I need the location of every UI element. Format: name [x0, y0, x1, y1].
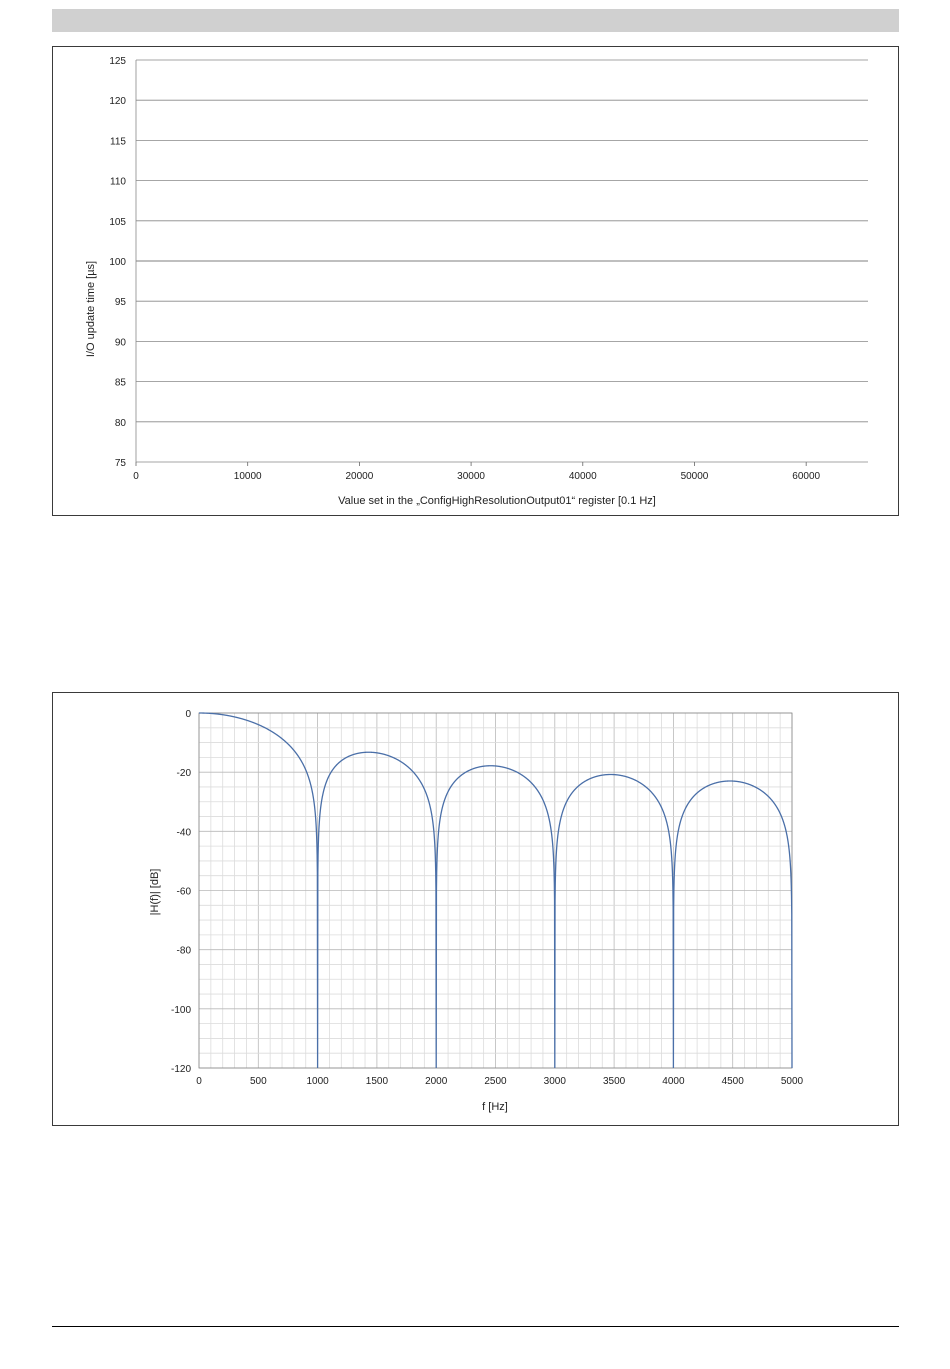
footer-rule	[52, 1326, 899, 1327]
y-tick-label: -60	[177, 887, 192, 898]
x-tick-label: 5000	[781, 1076, 804, 1087]
gridlines	[198, 712, 793, 1069]
x-tick-label: 4500	[722, 1076, 745, 1087]
x-tick-label: 50000	[681, 471, 709, 482]
x-tick-label: 0	[133, 471, 139, 482]
y-tick-label: 0	[185, 709, 191, 720]
x-tick-label: 1500	[366, 1076, 389, 1087]
x-tick-label: 0	[196, 1076, 202, 1087]
axis-tick-labels: 75 80 85 90 95 100 105 110 115 120 125 0 10000 20000 3…	[109, 56, 820, 482]
x-tick-label: 20000	[345, 471, 373, 482]
y-tick-label: 100	[109, 257, 126, 268]
x-tick-label: 3000	[544, 1076, 567, 1087]
y-tick-label: 80	[115, 418, 127, 429]
y-tick-label: 95	[115, 297, 127, 308]
y-tick-label: -100	[171, 1005, 191, 1016]
y-tick-label: -20	[177, 768, 192, 779]
x-axis-label: f [Hz]	[482, 1101, 508, 1113]
x-tick-label: 60000	[792, 471, 820, 482]
x-tick-label: 40000	[569, 471, 597, 482]
frequency-response-series	[199, 712, 793, 1069]
update-time-chart: 75 80 85 90 95 100 105 110 115 120 125 0 10000 20000 3…	[52, 46, 899, 516]
x-tick-label: 3500	[603, 1076, 626, 1087]
y-gridlines	[135, 59, 868, 466]
x-axis-label: Value set in the „ConfigHighResolutionOu…	[338, 495, 656, 507]
y-tick-label: 85	[115, 378, 127, 389]
y-tick-label: 75	[115, 458, 127, 469]
x-tick-label: 30000	[457, 471, 485, 482]
y-tick-label: 115	[110, 136, 126, 147]
y-tick-label: -120	[171, 1064, 191, 1075]
y-tick-label: -80	[177, 946, 192, 957]
x-tick-label: 1000	[306, 1076, 329, 1087]
frequency-response-line	[199, 712, 793, 1069]
x-tick-label: 500	[250, 1076, 267, 1087]
y-axis-label: I/O update time [µs]	[85, 261, 97, 357]
header-bar	[52, 9, 899, 32]
y-tick-label: 90	[115, 337, 127, 348]
y-tick-label: 110	[110, 177, 126, 188]
frequency-response-chart-svg: 0 500 1000 1500 2000 2500 3000 3500 4000 4500 5000…	[149, 709, 804, 1113]
y-tick-label: -40	[177, 827, 192, 838]
frequency-response-chart: 0 500 1000 1500 2000 2500 3000 3500 4000 4500 5000…	[52, 692, 899, 1126]
y-axis-label: |H(f)| [dB]	[149, 869, 161, 916]
axis-tick-labels: 0 500 1000 1500 2000 2500 3000 3500 4000 4500 5000…	[171, 709, 804, 1087]
y-tick-label: 120	[109, 96, 126, 107]
y-tick-label: 105	[109, 217, 126, 228]
x-tick-label: 4000	[662, 1076, 685, 1087]
x-tick-label: 10000	[234, 471, 262, 482]
y-tick-label: 125	[109, 56, 126, 67]
x-tick-label: 2500	[484, 1076, 507, 1087]
x-tick-label: 2000	[425, 1076, 448, 1087]
update-time-chart-svg: 75 80 85 90 95 100 105 110 115 120 125 0 10000 20000 3…	[85, 56, 868, 507]
